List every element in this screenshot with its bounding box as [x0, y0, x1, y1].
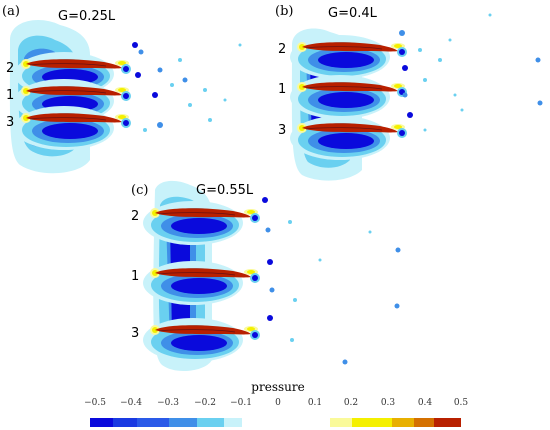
panel-letter-a: (a) — [2, 4, 20, 19]
colorbar-swatch-4 — [197, 418, 224, 427]
fish-label-a-2: 2 — [6, 61, 14, 76]
colorbar-tick-2: −0.3 — [157, 398, 179, 408]
colorbar-swatch-3 — [169, 418, 197, 427]
colorbar-tick-6: 0.1 — [308, 398, 322, 408]
colorbar-title: pressure — [251, 380, 304, 394]
panel-b: (b) G=0.4L 2 1 3 — [275, 4, 543, 181]
gap-label-b: G=0.4L — [328, 6, 378, 21]
fish-label-a-1: 1 — [6, 88, 14, 103]
fish-label-b-2: 2 — [278, 42, 286, 57]
wake-vortices-b — [399, 13, 543, 132]
colorbar-tick-3: −0.2 — [194, 398, 216, 408]
fish-label-a-3: 3 — [6, 115, 14, 130]
colorbar-tick-0: −0.5 — [84, 398, 106, 408]
fish-label-c-1: 1 — [131, 269, 139, 284]
colorbar-tick-1: −0.4 — [120, 398, 142, 408]
gap-label-c: G=0.55L — [196, 183, 254, 198]
colorbar-tick-4: −0.1 — [230, 398, 252, 408]
colorbar-swatch-8 — [392, 418, 414, 427]
colorbar-tick-7: 0.2 — [344, 398, 358, 408]
panel-c: (c) G=0.55L 2 1 3 — [131, 180, 401, 372]
panel-a: (a) G=0.25L 2 1 3 — [2, 4, 242, 174]
wake-vortices-a — [132, 42, 242, 132]
wake-vortices-c — [262, 197, 401, 365]
gap-label-a: G=0.25L — [58, 9, 116, 24]
colorbar-swatch-9 — [414, 418, 434, 427]
colorbar-swatch-6 — [330, 418, 352, 427]
colorbar-ticks: −0.5 −0.4 −0.3 −0.2 −0.1 0 0.1 0.2 0.3 0… — [84, 398, 468, 408]
panel-letter-c: (c) — [131, 183, 148, 198]
colorbar-tick-5: 0 — [275, 398, 281, 408]
colorbar-tick-9: 0.4 — [418, 398, 433, 408]
panel-letter-b: (b) — [275, 4, 293, 19]
colorbar: pressure −0.5 −0.4 −0.3 −0.2 −0.1 0 0.1 … — [84, 380, 468, 427]
colorbar-swatch-7 — [352, 418, 392, 427]
colorbar-tick-8: 0.3 — [381, 398, 396, 408]
fish-label-c-2: 2 — [131, 209, 139, 224]
fish-label-b-1: 1 — [278, 82, 286, 97]
colorbar-tick-10: 0.5 — [454, 398, 469, 408]
colorbar-swatches — [90, 418, 461, 427]
colorbar-swatch-1 — [113, 418, 137, 427]
colorbar-swatch-2 — [137, 418, 169, 427]
colorbar-swatch-10 — [434, 418, 461, 427]
colorbar-swatch-0 — [90, 418, 113, 427]
colorbar-swatch-5 — [224, 418, 242, 427]
fish-label-c-3: 3 — [131, 326, 139, 341]
fish-label-b-3: 3 — [278, 123, 286, 138]
